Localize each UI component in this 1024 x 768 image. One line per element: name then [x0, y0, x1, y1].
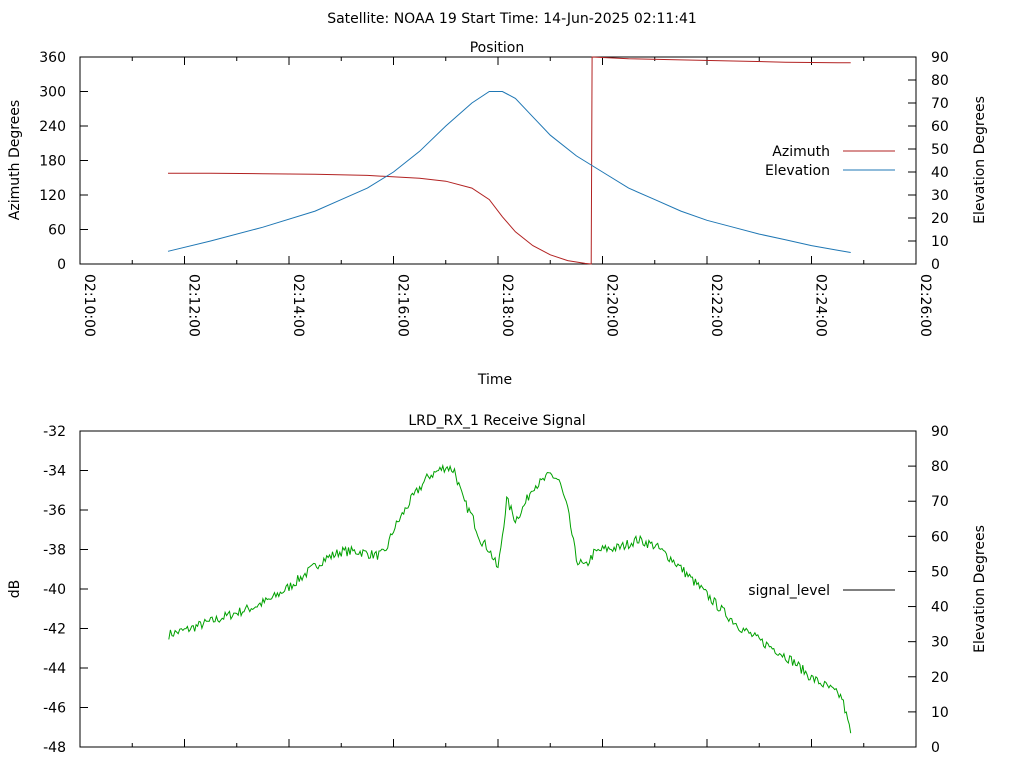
signal-y-tick-label: -34: [43, 464, 66, 480]
signal-y2-tick-label: 80: [931, 459, 949, 475]
position-y-axis-label: Azimuth Degrees: [7, 100, 23, 220]
position-y-tick-label: 0: [57, 257, 66, 273]
signal-y-tick-label: -40: [43, 582, 66, 598]
signal-y-tick-label: -46: [43, 701, 66, 717]
position-y2-tick-label: 50: [931, 142, 949, 158]
position-y-tick-label: 60: [48, 223, 66, 239]
position-y-tick-label: 240: [39, 119, 66, 135]
position-y2-tick-label: 0: [931, 257, 940, 273]
signal-y-tick-label: -42: [43, 622, 66, 638]
position-y-tick-label: 120: [39, 188, 66, 204]
signal-y-tick-label: -44: [43, 661, 66, 677]
signal-y2-tick-label: 60: [931, 529, 949, 545]
position-x-tick-label: 02:24:00: [813, 274, 829, 337]
signal-y2-tick-label: 50: [931, 564, 949, 580]
position-y2-tick-label: 80: [931, 73, 949, 89]
signal-y-tick-label: -38: [43, 543, 66, 559]
position-x-tick-label: 02:10:00: [81, 274, 97, 337]
signal-y-tick-label: -36: [43, 503, 66, 519]
position-x-tick-label: 02:12:00: [186, 274, 202, 337]
position-series-azimuth-line: [168, 56, 851, 265]
position-y-tick-label: 300: [39, 85, 66, 101]
signal-y-tick-label: -32: [43, 424, 66, 440]
position-x-tick-label: 02:26:00: [917, 274, 933, 337]
signal-y2-axis-label: Elevation Degrees: [972, 525, 988, 653]
position-plot-frame: [79, 56, 917, 265]
signal-y2-tick-label: 10: [931, 705, 949, 721]
signal-legend-label: signal_level: [748, 583, 830, 599]
position-legend-label: Elevation: [765, 163, 830, 179]
position-x-tick-label: 02:18:00: [499, 274, 515, 337]
position-y-tick-label: 360: [39, 50, 66, 66]
signal-y2-tick-label: 0: [931, 740, 940, 756]
position-chart-title: Position: [470, 40, 525, 56]
position-x-tick-label: 02:14:00: [290, 274, 306, 337]
position-x-tick-label: 02:22:00: [708, 274, 724, 337]
signal-y2-tick-label: 90: [931, 424, 949, 440]
position-y2-axis-label: Elevation Degrees: [972, 96, 988, 224]
position-y2-tick-label: 10: [931, 234, 949, 250]
position-y2-tick-label: 60: [931, 119, 949, 135]
position-chart: Position 02:10:00 02:12:00 02:14:00 02:16:0…: [7, 40, 988, 388]
page-title: Satellite: NOAA 19 Start Time: 14-Jun-20…: [327, 11, 697, 27]
signal-y2-tick-label: 40: [931, 600, 949, 616]
position-y2-tick-label: 30: [931, 188, 949, 204]
position-legend-label: Azimuth: [772, 144, 830, 160]
signal-level-line: [168, 463, 852, 734]
position-y2-tick-label: 70: [931, 96, 949, 112]
position-y2-tick-label: 20: [931, 211, 949, 227]
position-x-axis-label: Time: [477, 372, 512, 388]
signal-chart-title: LRD_RX_1 Receive Signal: [408, 413, 585, 429]
position-series-elevation-line: [167, 91, 851, 253]
signal-chart: LRD_RX_1 Receive Signal -48 -46 -44 -42 -40 -…: [7, 413, 988, 756]
signal-y2-tick-label: 30: [931, 635, 949, 651]
position-x-tick-label: 02:20:00: [604, 274, 620, 337]
position-y-tick-label: 180: [39, 154, 66, 170]
position-y2-tick-label: 40: [931, 165, 949, 181]
signal-y2-tick-label: 20: [931, 670, 949, 686]
signal-y-axis-label: dB: [7, 580, 23, 599]
position-x-tick-label: 02:16:00: [395, 274, 411, 337]
position-y2-tick-label: 90: [931, 50, 949, 66]
signal-y-tick-label: -48: [43, 740, 66, 756]
signal-y2-tick-label: 70: [931, 494, 949, 510]
